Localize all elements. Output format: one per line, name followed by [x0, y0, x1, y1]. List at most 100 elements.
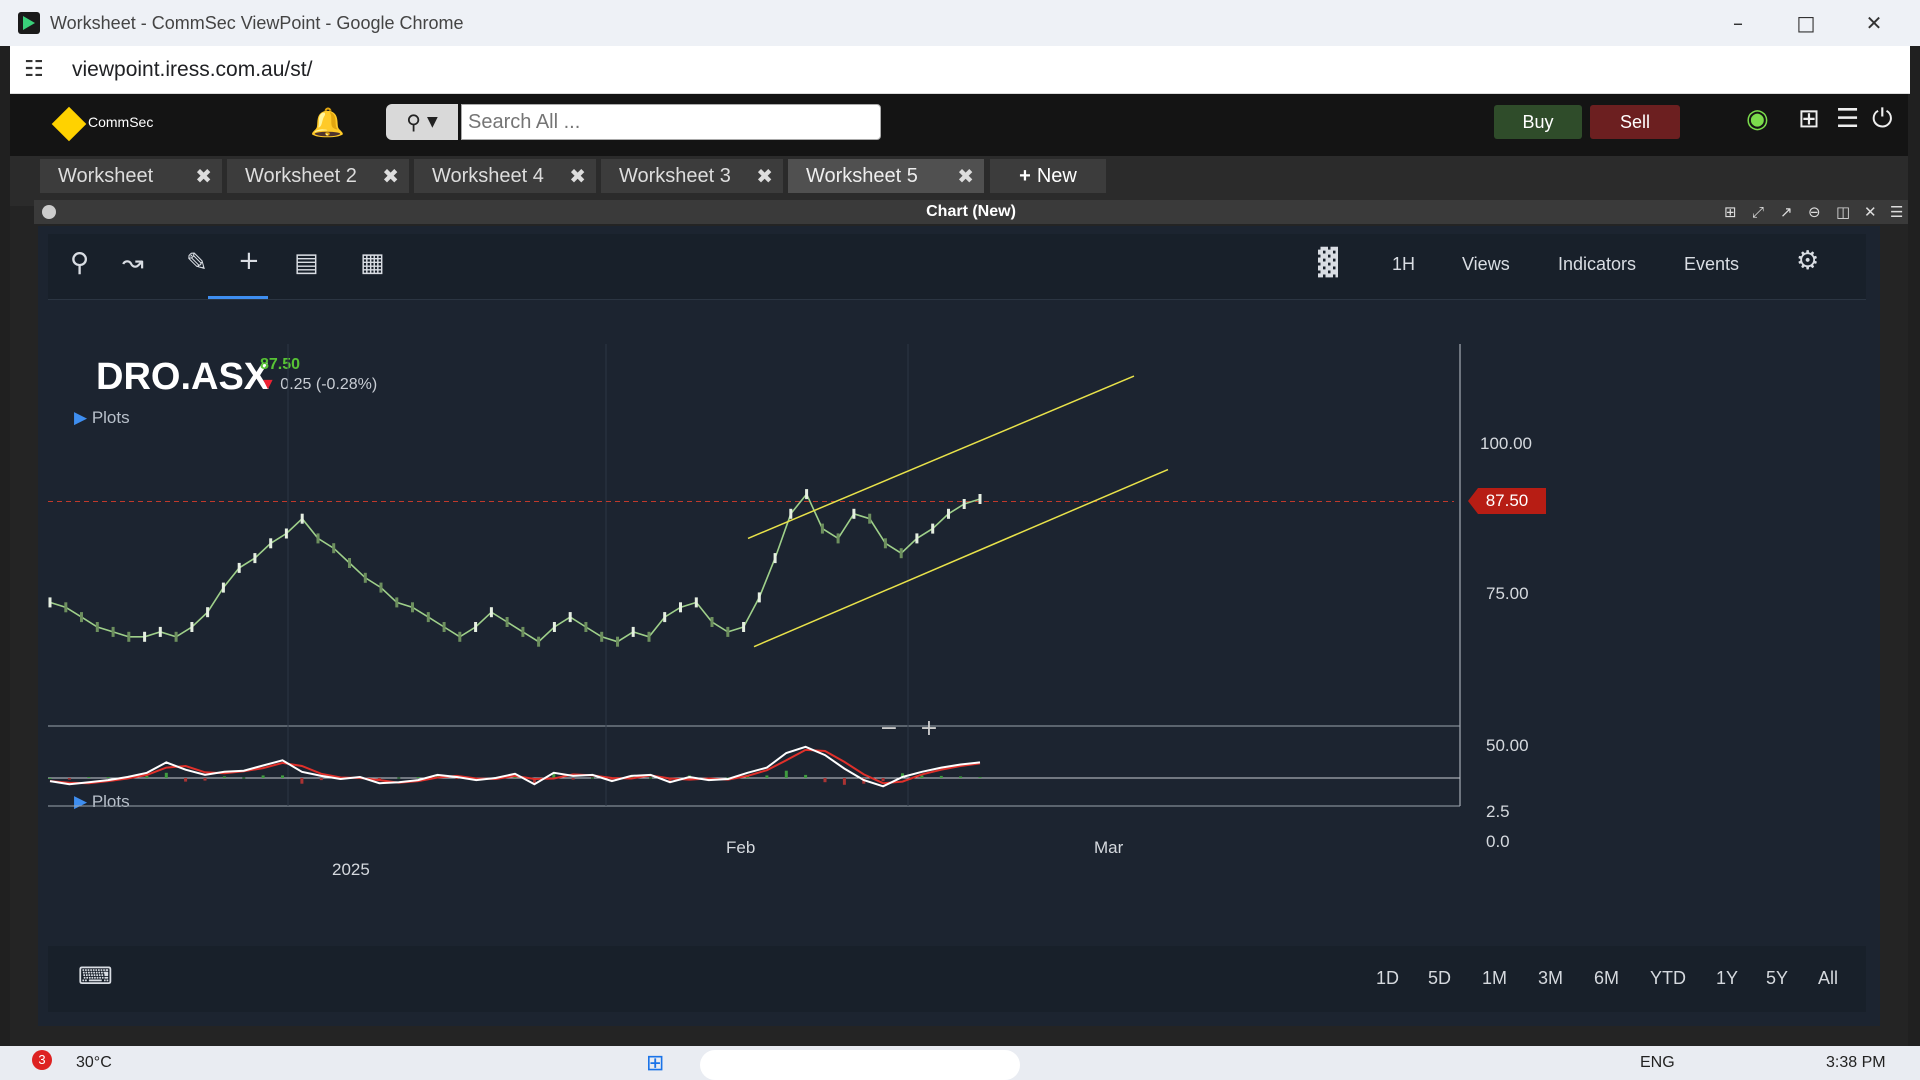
histogram-bar	[48, 778, 52, 779]
windows-taskbar: 3 30°C ⊞ ENG 3:38 PM	[0, 1046, 1920, 1080]
range-3m[interactable]: 3M	[1538, 968, 1564, 988]
panel-link-icon[interactable]	[42, 205, 56, 219]
close-tab-icon[interactable]: ✖	[382, 164, 399, 188]
chart-style-icon[interactable]: ▓	[1318, 248, 1338, 278]
candle-bar	[190, 622, 194, 632]
zoom-in-button[interactable]: +	[919, 716, 939, 741]
menu-icon[interactable]: ☰	[1836, 104, 1860, 134]
draw-pencil-icon[interactable]: ✎	[186, 248, 208, 278]
range-1d[interactable]: 1D	[1376, 968, 1400, 988]
panel-minimize-icon[interactable]: ⊖	[1808, 203, 1821, 221]
indicators-dropdown[interactable]: Indicators	[1558, 254, 1637, 274]
new-tab-button[interactable]: + New	[990, 159, 1106, 193]
histogram-bar	[300, 778, 304, 784]
candle-bar	[111, 626, 115, 637]
commsec-app: CommSec 🔔 ⚲▼ Buy Sell ◉ ⊞ ☰ ⏻ Worksheet ✖…	[10, 94, 1908, 1046]
panel-add-icon[interactable]: ⊞	[1724, 203, 1737, 221]
search-type-dropdown[interactable]: ⚲ ▼	[386, 104, 458, 140]
url-text[interactable]: viewpoint.iress.com.au/st/	[72, 57, 313, 81]
close-tab-icon[interactable]: ✖	[957, 164, 974, 188]
views-dropdown[interactable]: Views	[1462, 254, 1510, 274]
maximize-icon[interactable]: □	[1796, 11, 1816, 35]
range-1m[interactable]: 1M	[1482, 968, 1508, 988]
histogram-bar	[784, 770, 788, 778]
tab-worksheet-5[interactable]: Worksheet 5 ✖	[788, 159, 984, 193]
panel-menu-icon[interactable]: ☰	[1890, 203, 1904, 221]
weather-text[interactable]: 30°C	[76, 1054, 112, 1071]
tab-worksheet-3[interactable]: Worksheet 3 ✖	[601, 159, 783, 193]
zoom-search-icon[interactable]: ⚲	[70, 248, 90, 278]
range-1y[interactable]: 1Y	[1716, 968, 1739, 988]
panel-expand-icon[interactable]: ⤢	[1752, 203, 1765, 221]
notification-bell-icon[interactable]: 🔔	[310, 106, 345, 139]
app-top-bar: CommSec 🔔 ⚲▼ Buy Sell ◉ ⊞ ☰ ⏻	[10, 94, 1908, 156]
crosshair-active-indicator	[208, 296, 268, 299]
panel-split-icon[interactable]: ◫	[1836, 203, 1851, 221]
range-ytd[interactable]: YTD	[1650, 968, 1686, 988]
tab-worksheet-2[interactable]: Worksheet 2 ✖	[227, 159, 409, 193]
price-plots-toggle[interactable]: ▶ Plots	[74, 408, 130, 428]
range-6m[interactable]: 6M	[1594, 968, 1620, 988]
candle-bar	[426, 612, 430, 623]
new-tab-label: New	[1036, 164, 1077, 187]
buy-button[interactable]: Buy	[1494, 105, 1582, 139]
macd-line-series	[49, 745, 981, 788]
range-5y[interactable]: 5Y	[1766, 968, 1789, 988]
site-settings-icon[interactable]: ☷	[24, 57, 44, 82]
address-bar[interactable]: ☷ viewpoint.iress.com.au/st/	[10, 46, 1910, 94]
keyboard-icon[interactable]: ⌨	[78, 962, 113, 990]
close-tab-icon[interactable]: ✖	[756, 164, 773, 188]
clock-time[interactable]: 3:38 PM	[1826, 1054, 1886, 1071]
minimize-icon[interactable]: –	[1733, 11, 1743, 35]
histogram-bar	[67, 778, 71, 780]
weather-badge: 3	[32, 1050, 52, 1070]
language-indicator[interactable]: ENG	[1640, 1054, 1675, 1071]
comment-icon[interactable]: ▤	[294, 248, 319, 278]
add-study-icon[interactable]: ↝	[122, 248, 144, 278]
candle-bar	[411, 602, 414, 613]
zoom-out-button[interactable]: −	[879, 716, 899, 741]
candle-bar	[883, 538, 887, 549]
histogram-bar	[552, 772, 556, 778]
histogram-bar	[610, 778, 614, 782]
panel-popout-icon[interactable]: ↗	[1780, 203, 1793, 221]
power-icon[interactable]: ⏻	[1872, 104, 1893, 134]
candle-bar	[537, 636, 541, 647]
histogram-bar	[804, 774, 808, 778]
price-line-series	[49, 492, 981, 643]
tab-worksheet[interactable]: Worksheet ✖	[40, 159, 222, 193]
sell-button[interactable]: Sell	[1590, 105, 1680, 139]
settings-gear-icon[interactable]: ⚙	[1796, 246, 1820, 276]
tab-worksheet-4[interactable]: Worksheet 4 ✖	[414, 159, 596, 193]
plots-label: Plots	[91, 408, 130, 427]
candle-bar	[64, 602, 68, 613]
crosshair-icon[interactable]: +	[238, 246, 260, 276]
candle-bar	[316, 533, 320, 544]
histogram-bar	[649, 777, 653, 779]
tab-label: Worksheet	[58, 164, 154, 187]
last-price: 87.50	[260, 356, 301, 373]
windows-start-icon[interactable]: ⊞	[646, 1050, 665, 1075]
search-input[interactable]	[461, 104, 881, 140]
lightbulb-icon[interactable]: ◉	[1746, 104, 1769, 134]
last-price-marker: 87.50	[1468, 488, 1546, 514]
price-change: ▼ 0.25 (-0.28%)	[260, 376, 377, 394]
close-tab-icon[interactable]: ✖	[569, 164, 586, 188]
candle-bar	[947, 508, 950, 519]
panel-close-icon[interactable]: ✕	[1864, 203, 1877, 221]
add-panel-icon[interactable]: ⊞	[1798, 104, 1820, 134]
candle-bar	[253, 553, 257, 564]
data-table-icon[interactable]: ▦	[360, 248, 385, 278]
candle-bar	[710, 617, 714, 627]
events-dropdown[interactable]: Events	[1684, 254, 1740, 274]
taskbar-search-box[interactable]	[700, 1050, 1020, 1080]
histogram-bar	[164, 772, 168, 778]
range-all[interactable]: All	[1818, 968, 1839, 988]
interval-dropdown[interactable]: 1H	[1392, 254, 1416, 274]
price-chart[interactable]	[38, 226, 1880, 946]
range-5d[interactable]: 5D	[1428, 968, 1452, 988]
close-tab-icon[interactable]: ✖	[195, 164, 212, 188]
histogram-bar	[397, 777, 401, 779]
close-icon[interactable]: ✕	[1865, 11, 1883, 35]
expand-arrow-icon: ▶	[74, 408, 88, 427]
